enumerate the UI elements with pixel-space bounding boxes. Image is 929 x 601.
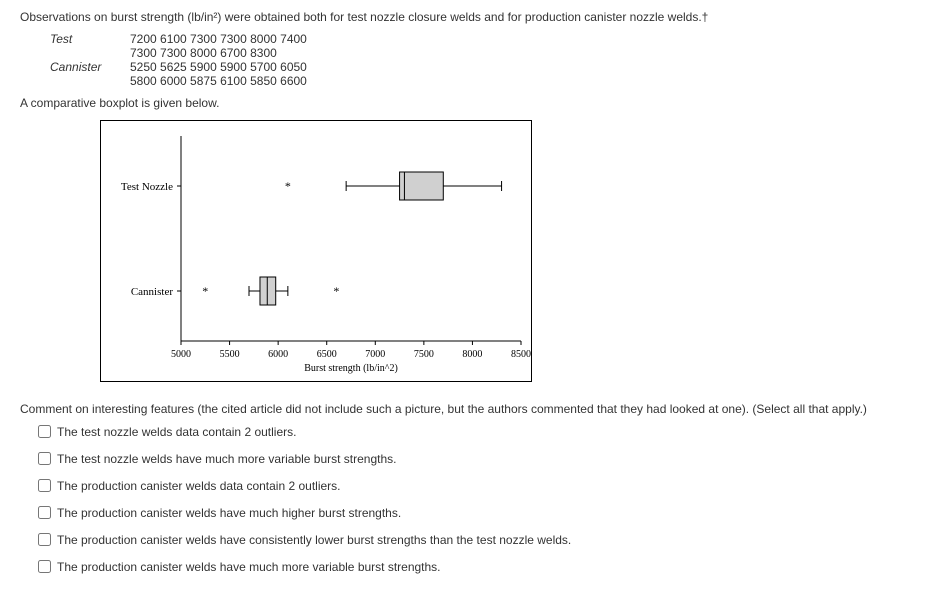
data-row: Test7200 6100 7300 7300 8000 7400	[50, 32, 909, 46]
option-row: The production canister welds have consi…	[34, 530, 909, 549]
intro-text: Observations on burst strength (lb/in²) …	[20, 10, 909, 24]
data-row-values: 7200 6100 7300 7300 8000 7400	[130, 32, 307, 46]
svg-text:6500: 6500	[317, 349, 337, 360]
option-checkbox[interactable]	[38, 425, 51, 438]
svg-text:5500: 5500	[220, 349, 240, 360]
svg-text:6000: 6000	[268, 349, 288, 360]
svg-text:*: *	[202, 284, 208, 298]
option-row: The production canister welds have much …	[34, 503, 909, 522]
option-row: The test nozzle welds have much more var…	[34, 449, 909, 468]
svg-text:*: *	[333, 284, 339, 298]
data-row-values: 7300 7300 8000 6700 8300	[130, 46, 277, 60]
option-checkbox[interactable]	[38, 560, 51, 573]
data-row: 7300 7300 8000 6700 8300	[50, 46, 909, 60]
option-label: The production canister welds have much …	[57, 506, 401, 520]
option-label: The test nozzle welds have much more var…	[57, 452, 397, 466]
svg-text:Test Nozzle: Test Nozzle	[121, 181, 173, 193]
data-row-label: Test	[50, 32, 130, 46]
svg-text:7500: 7500	[414, 349, 434, 360]
data-table: Test7200 6100 7300 7300 8000 74007300 73…	[20, 32, 909, 88]
svg-text:5000: 5000	[171, 349, 191, 360]
option-checkbox[interactable]	[38, 533, 51, 546]
options-list: The test nozzle welds data contain 2 out…	[34, 422, 909, 576]
data-row: 5800 6000 5875 6100 5850 6600	[50, 74, 909, 88]
option-row: The production canister welds data conta…	[34, 476, 909, 495]
boxplot-chart: 5000 5500 6000 6500 7000 7500 8000 8500 Burst st…	[100, 120, 909, 382]
option-checkbox[interactable]	[38, 506, 51, 519]
data-row: Cannister5250 5625 5900 5900 5700 6050	[50, 60, 909, 74]
data-row-values: 5250 5625 5900 5900 5700 6050	[130, 60, 307, 74]
question-text: Comment on interesting features (the cit…	[20, 402, 909, 416]
option-row: The production canister welds have much …	[34, 557, 909, 576]
svg-text:8500: 8500	[511, 349, 531, 360]
option-checkbox[interactable]	[38, 452, 51, 465]
option-checkbox[interactable]	[38, 479, 51, 492]
svg-text:7000: 7000	[365, 349, 385, 360]
svg-text:*: *	[285, 179, 291, 193]
data-row-label	[50, 46, 130, 60]
data-row-values: 5800 6000 5875 6100 5850 6600	[130, 74, 307, 88]
data-row-label: Cannister	[50, 60, 130, 74]
option-row: The test nozzle welds data contain 2 out…	[34, 422, 909, 441]
option-label: The production canister welds have much …	[57, 560, 441, 574]
svg-text:Cannister: Cannister	[131, 286, 173, 298]
svg-text:8000: 8000	[462, 349, 482, 360]
svg-text:Burst strength (lb/in^2): Burst strength (lb/in^2)	[304, 363, 398, 374]
section-title: A comparative boxplot is given below.	[20, 96, 909, 110]
option-label: The production canister welds data conta…	[57, 479, 341, 493]
option-label: The production canister welds have consi…	[57, 533, 571, 547]
option-label: The test nozzle welds data contain 2 out…	[57, 425, 296, 439]
data-row-label	[50, 74, 130, 88]
